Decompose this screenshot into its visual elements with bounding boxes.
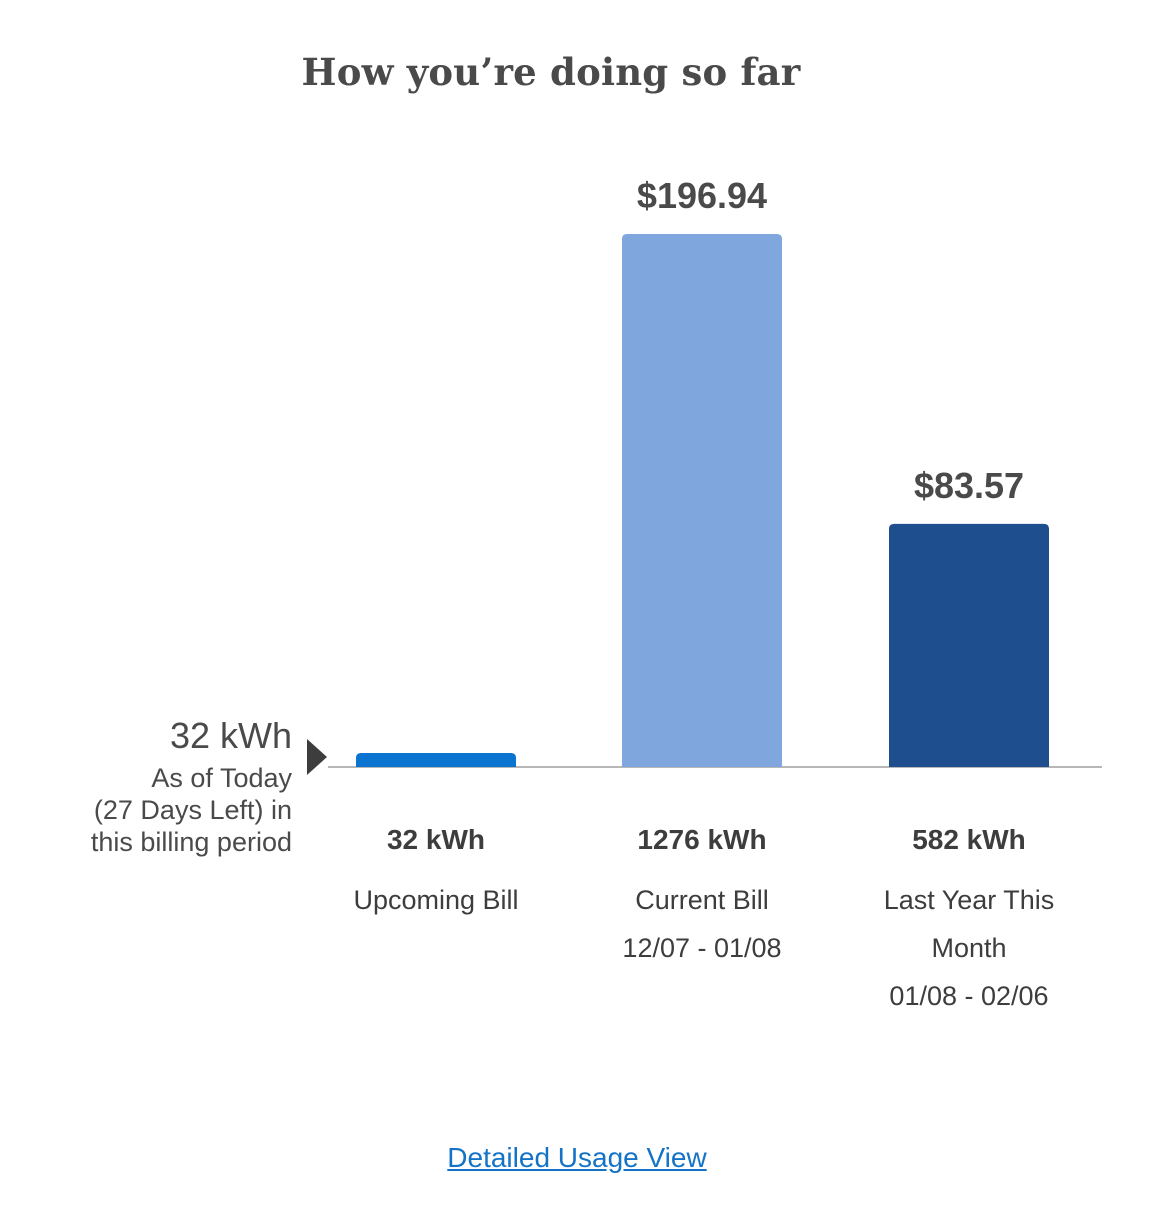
column-kwh: 582 kWh <box>912 824 1026 855</box>
column-period: 01/08 - 02/06 <box>889 981 1049 1011</box>
bar-cost-label-3: $83.57 <box>914 465 1024 506</box>
column-name: Upcoming Bill <box>353 885 519 915</box>
column-kwh: 1276 kWh <box>637 824 767 855</box>
today-note-line-2: (27 Days Left) in <box>93 795 292 825</box>
bar-cost-label-2: $196.94 <box>637 175 767 216</box>
column-label-last-year: 582 kWh Last Year This Month 01/08 - 02/… <box>839 820 1099 1020</box>
column-name-2: Month <box>931 933 1007 963</box>
column-label-upcoming: 32 kWh Upcoming Bill <box>306 820 566 924</box>
chart-title: How you’re doing so far <box>301 50 801 94</box>
today-marker-icon <box>307 739 327 775</box>
column-label-current: 1276 kWh Current Bill 12/07 - 01/08 <box>572 820 832 972</box>
today-note-line-3: this billing period <box>90 827 292 857</box>
detailed-usage-view-link[interactable]: Detailed Usage View <box>447 1142 707 1173</box>
column-name: Last Year This <box>883 885 1055 915</box>
today-note-line-1: As of Today <box>151 763 292 793</box>
today-usage-value: 32 kWh <box>169 715 292 756</box>
today-usage-note: As of Today (27 Days Left) in this billi… <box>32 762 292 858</box>
column-name: Current Bill <box>635 885 769 915</box>
column-period: 12/07 - 01/08 <box>622 933 782 963</box>
column-kwh: 32 kWh <box>386 824 486 855</box>
bar-1[interactable] <box>356 753 516 767</box>
bar-3[interactable] <box>889 523 1049 767</box>
bar-2[interactable] <box>622 234 782 767</box>
